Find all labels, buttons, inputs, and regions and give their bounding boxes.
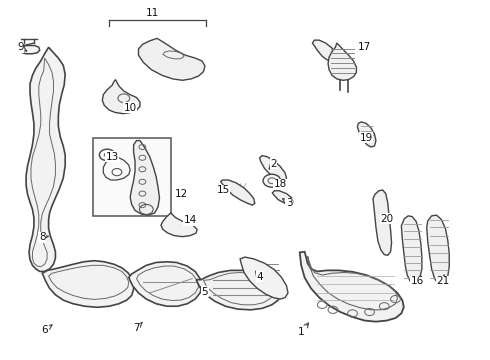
Text: 16: 16 [410,275,424,286]
Bar [93,138,171,216]
Text: 5: 5 [201,287,208,297]
Text: 9: 9 [17,42,27,52]
Text: 13: 13 [105,152,119,162]
Polygon shape [240,257,288,299]
Text: 7: 7 [133,322,143,333]
Polygon shape [102,80,140,114]
Text: 12: 12 [174,189,188,199]
Polygon shape [401,216,422,283]
Text: 10: 10 [123,103,137,113]
Text: 6: 6 [41,325,52,335]
Polygon shape [373,190,392,255]
Polygon shape [272,191,293,204]
Text: 19: 19 [360,133,373,143]
Polygon shape [313,40,335,61]
Text: 21: 21 [436,275,449,286]
Text: 4: 4 [255,271,263,282]
Polygon shape [139,39,205,80]
Text: 8: 8 [39,232,49,242]
Circle shape [263,174,281,187]
Text: 11: 11 [146,8,159,18]
Text: 15: 15 [217,185,230,195]
Polygon shape [130,140,159,215]
Polygon shape [260,156,287,182]
Text: 20: 20 [380,214,393,224]
Text: 17: 17 [358,42,371,52]
Text: 3: 3 [283,198,293,208]
Text: 18: 18 [273,179,287,189]
Polygon shape [300,252,404,321]
Polygon shape [42,261,134,307]
Polygon shape [129,262,202,306]
Polygon shape [19,45,40,54]
Polygon shape [196,270,280,310]
Polygon shape [220,180,255,205]
Polygon shape [161,213,197,237]
Polygon shape [328,43,356,80]
Text: 1: 1 [298,323,309,337]
Polygon shape [26,47,65,271]
Text: 14: 14 [184,215,197,225]
Polygon shape [357,122,376,147]
Polygon shape [427,215,449,284]
Text: 2: 2 [269,159,277,169]
